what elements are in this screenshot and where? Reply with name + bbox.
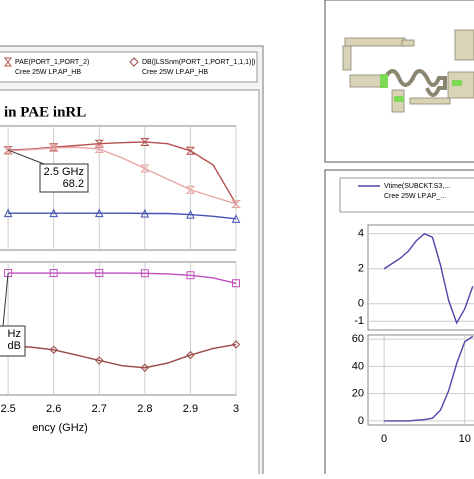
annotation-leader [7, 149, 45, 165]
annotation-leader [2, 272, 9, 327]
series-line [8, 146, 237, 205]
data-marker [140, 363, 150, 372]
x-tick-label: 2.8 [137, 403, 152, 415]
legend-sublabel: Cree 25W LP.AP_HB [15, 69, 81, 76]
plot-frame [367, 224, 474, 331]
y-tick-label: -1 [354, 315, 364, 327]
x-tick-label: 10 [459, 433, 471, 445]
y-tick-label: 60 [352, 333, 364, 345]
y-tick-label: 2 [358, 263, 364, 275]
data-marker [185, 146, 196, 155]
data-marker [3, 146, 13, 155]
annotation-text: 2.5 GHz [44, 166, 84, 178]
annotation-text: 68.2 [63, 178, 84, 190]
data-marker [140, 164, 150, 173]
y-tick-label: 4 [358, 228, 364, 240]
y-tick-label: 40 [352, 360, 364, 372]
legend-sublabel: Cree 25W LP.AP_HB [142, 69, 208, 76]
data-marker [49, 269, 58, 278]
x-axis-label: ency (GHz) [32, 422, 88, 434]
data-marker [232, 279, 240, 288]
y-tick-label: 0 [358, 298, 364, 310]
series-line [8, 343, 237, 369]
x-tick-label: 3 [233, 403, 239, 415]
data-marker [186, 350, 195, 360]
series-line [383, 232, 474, 325]
data-marker [140, 269, 149, 278]
data-marker [94, 208, 104, 218]
series-line [8, 272, 237, 284]
data-marker [231, 340, 241, 349]
data-marker [95, 356, 104, 365]
plot-frame [0, 261, 237, 396]
legend-box [0, 51, 258, 83]
data-marker [49, 208, 59, 218]
annotation-box [39, 163, 89, 193]
legend-label: PAE(PORT_1,PORT_2) [15, 59, 89, 66]
x-tick-label: 2.6 [46, 403, 61, 415]
series-line [8, 141, 237, 205]
x-tick-label: 2.5 [0, 403, 15, 415]
series-line [8, 212, 237, 220]
data-marker [231, 199, 241, 208]
data-marker [140, 137, 150, 146]
data-marker [140, 208, 150, 218]
legend-label: DB(|LSSnm(PORT_1,PORT_1,1,1)|) [142, 59, 255, 66]
data-marker [94, 139, 104, 148]
annotation-text: dB [8, 340, 21, 352]
data-marker [231, 214, 241, 223]
y-tick-label: 20 [352, 388, 364, 400]
legend-box [339, 177, 474, 213]
annotation-box [0, 325, 26, 357]
y-tick-label: 0 [358, 415, 364, 427]
x-tick-label: 0 [381, 433, 387, 445]
data-marker [186, 271, 195, 280]
data-marker [94, 145, 104, 154]
plot-frame [367, 334, 474, 426]
data-marker [4, 269, 13, 278]
x-tick-label: 2.7 [92, 403, 107, 415]
x-tick-label: 2.9 [183, 403, 198, 415]
layout-highlight [380, 74, 462, 102]
data-marker [95, 269, 104, 278]
annotation-text: Hz [8, 328, 21, 340]
data-marker [185, 185, 196, 194]
legend-symbol [4, 57, 12, 67]
plot-frame [0, 125, 237, 251]
data-marker [186, 209, 195, 219]
data-marker [48, 143, 59, 152]
chart-title: in PAE inRL [4, 104, 86, 120]
data-marker [49, 345, 58, 354]
data-marker [3, 208, 13, 218]
legend-sublabel: Cree 25W LP.AP_... [384, 193, 446, 200]
series-line [384, 335, 474, 422]
legend-symbol [129, 57, 139, 67]
legend-label: Vtime(SUBCKT.S3,... [384, 183, 450, 190]
